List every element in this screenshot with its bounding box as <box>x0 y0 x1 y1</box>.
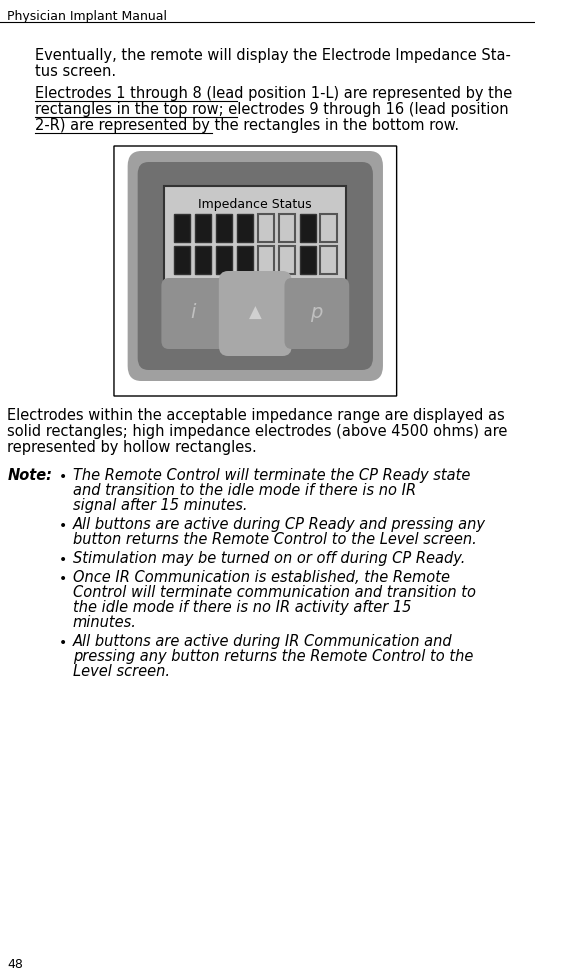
Bar <box>258 214 274 242</box>
Text: •: • <box>59 572 68 586</box>
Bar <box>279 246 295 274</box>
Text: •: • <box>59 470 68 484</box>
Bar <box>279 214 295 242</box>
Text: button returns the Remote Control to the Level screen.: button returns the Remote Control to the… <box>73 532 477 547</box>
Text: Stimulation may be turned on or off during CP Ready.: Stimulation may be turned on or off duri… <box>73 551 465 566</box>
Text: 2-R) are represented by the rectangles in the bottom row.: 2-R) are represented by the rectangles i… <box>35 118 459 133</box>
FancyBboxPatch shape <box>285 278 349 349</box>
Text: •: • <box>59 519 68 533</box>
Text: The Remote Control will terminate the CP Ready state: The Remote Control will terminate the CP… <box>73 468 470 483</box>
Text: ▲: ▲ <box>249 304 262 322</box>
Text: Impedance Status: Impedance Status <box>198 198 312 211</box>
Text: signal after 15 minutes.: signal after 15 minutes. <box>73 498 248 513</box>
FancyBboxPatch shape <box>219 271 292 356</box>
Text: Once IR Communication is established, the Remote: Once IR Communication is established, th… <box>73 570 450 585</box>
Text: Control will terminate communication and transition to: Control will terminate communication and… <box>73 585 476 600</box>
Text: Level screen.: Level screen. <box>73 664 170 679</box>
Bar <box>299 214 316 242</box>
Bar <box>195 246 211 274</box>
Text: pressing any button returns the Remote Control to the: pressing any button returns the Remote C… <box>73 649 473 664</box>
Text: Note:: Note: <box>7 468 52 483</box>
Text: p: p <box>310 303 323 323</box>
Bar <box>215 214 232 242</box>
Text: 48: 48 <box>7 958 23 971</box>
Bar <box>299 246 316 274</box>
FancyBboxPatch shape <box>138 162 373 370</box>
FancyBboxPatch shape <box>127 151 383 381</box>
Text: represented by hollow rectangles.: represented by hollow rectangles. <box>7 440 257 455</box>
Text: i: i <box>191 303 196 323</box>
Text: tus screen.: tus screen. <box>35 64 116 79</box>
Text: •: • <box>59 636 68 650</box>
Text: Eventually, the remote will display the Electrode Impedance Sta-: Eventually, the remote will display the … <box>35 48 511 63</box>
FancyBboxPatch shape <box>161 278 226 349</box>
Text: All buttons are active during CP Ready and pressing any: All buttons are active during CP Ready a… <box>73 517 486 532</box>
Bar <box>237 214 253 242</box>
Bar <box>174 214 190 242</box>
Bar <box>164 186 346 281</box>
Text: Electrodes 1 through 8 (lead position 1-L) are represented by the: Electrodes 1 through 8 (lead position 1-… <box>35 86 512 101</box>
Text: minutes.: minutes. <box>73 615 137 630</box>
Text: and transition to the idle mode if there is no IR: and transition to the idle mode if there… <box>73 483 416 498</box>
Text: •: • <box>59 553 68 567</box>
Text: Physician Implant Manual: Physician Implant Manual <box>7 10 167 23</box>
Bar <box>215 246 232 274</box>
Text: solid rectangles; high impedance electrodes (above 4500 ohms) are: solid rectangles; high impedance electro… <box>7 424 508 439</box>
Bar <box>195 214 211 242</box>
Text: Electrodes within the acceptable impedance range are displayed as: Electrodes within the acceptable impedan… <box>7 408 505 423</box>
FancyBboxPatch shape <box>114 146 397 396</box>
Text: rectangles in the top row; electrodes 9 through 16 (lead position: rectangles in the top row; electrodes 9 … <box>35 102 508 117</box>
Text: All buttons are active during IR Communication and: All buttons are active during IR Communi… <box>73 634 453 649</box>
Bar <box>321 214 337 242</box>
Bar <box>174 246 190 274</box>
Text: the idle mode if there is no IR activity after 15: the idle mode if there is no IR activity… <box>73 600 411 615</box>
Bar <box>237 246 253 274</box>
Bar <box>258 246 274 274</box>
Bar <box>321 246 337 274</box>
